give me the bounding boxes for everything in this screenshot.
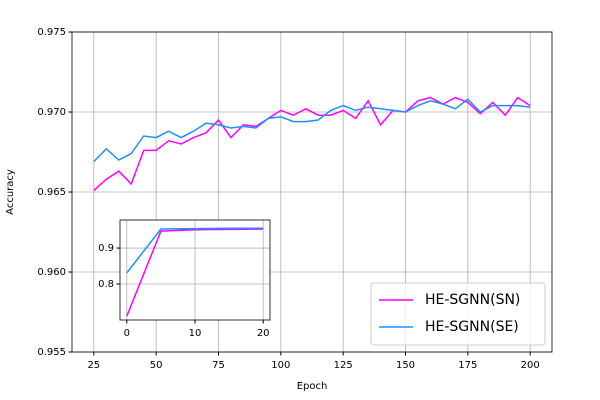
x-tick-label: 20 (257, 328, 270, 339)
y-tick-label: 0.970 (37, 107, 66, 118)
x-tick-label: 200 (521, 360, 540, 371)
axes-frame (119, 219, 271, 321)
x-tick-label: 125 (334, 360, 353, 371)
y-tick-label: 0.9 (98, 243, 114, 254)
x-tick-label: 10 (189, 328, 202, 339)
y-tick-label: 0.975 (37, 27, 66, 38)
x-tick-label: 175 (458, 360, 477, 371)
x-tick-label: 50 (150, 360, 163, 371)
y-axis-label: Accuracy (5, 169, 16, 215)
x-tick-label: 0 (124, 328, 130, 339)
series-line (126, 228, 264, 317)
series-line (93, 96, 531, 191)
y-tick-label: 0.965 (37, 187, 66, 198)
y-tick-label: 0.955 (37, 347, 66, 358)
x-tick-label: 100 (271, 360, 290, 371)
legend-label: HE-SGNN(SE) (425, 319, 519, 335)
x-tick-label: 25 (87, 360, 100, 371)
x-axis-label: Epoch (297, 381, 328, 392)
series-line (93, 98, 531, 163)
x-tick-label: 75 (212, 360, 225, 371)
y-tick-label: 0.8 (98, 279, 114, 290)
legend-label: HE-SGNN(SN) (425, 292, 520, 308)
series-line (126, 227, 264, 274)
y-tick-label: 0.960 (37, 267, 66, 278)
x-tick-label: 150 (396, 360, 415, 371)
axes-frame (71, 31, 553, 353)
legend-box (370, 282, 546, 346)
